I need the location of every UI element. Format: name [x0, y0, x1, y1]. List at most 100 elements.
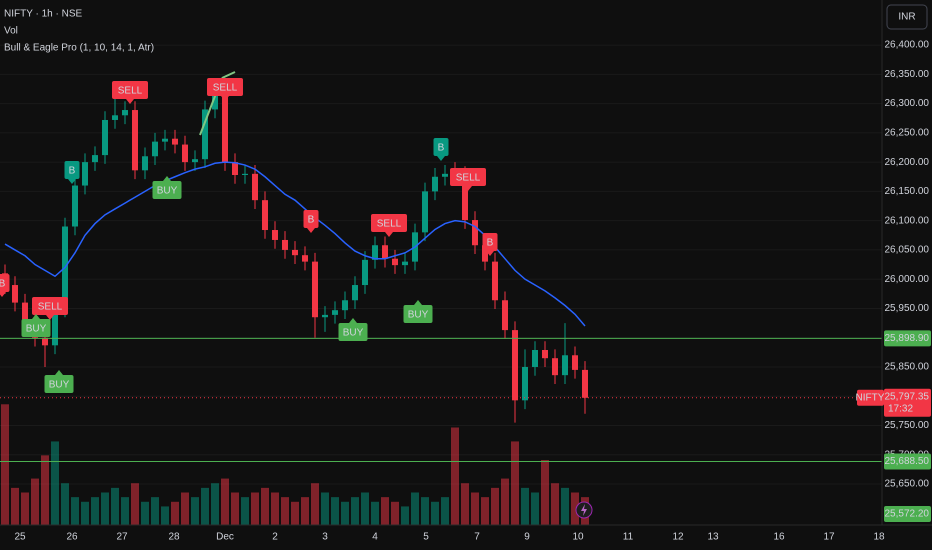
volume-bar: [51, 441, 59, 525]
y-tick-label: 26,150.00: [885, 186, 930, 197]
volume-bar: [251, 492, 259, 525]
volume-bar: [471, 492, 479, 525]
candle-body: [142, 156, 148, 171]
candle-body: [222, 94, 228, 163]
volume-bar: [401, 506, 409, 525]
volume-bar: [121, 497, 129, 525]
volume-bar: [111, 487, 119, 525]
currency-button[interactable]: [886, 4, 928, 30]
candle-body: [272, 230, 278, 240]
volume-bar: [571, 492, 579, 525]
grid: [0, 44, 882, 485]
signal-pointer: [414, 300, 422, 305]
volume-bar: [431, 501, 439, 525]
candle-body: [512, 330, 518, 401]
signal-label: BUY: [26, 324, 47, 335]
candle-body: [392, 258, 398, 266]
signal-label: B: [69, 166, 76, 177]
volume-bar: [551, 483, 559, 525]
volume-bar: [491, 487, 499, 525]
y-tick-label: 26,200.00: [885, 157, 930, 168]
volume-bar: [441, 497, 449, 525]
candle-body: [472, 220, 478, 246]
price-label: 25,898.90: [885, 333, 930, 344]
candle-body: [12, 285, 18, 303]
volume-bar: [61, 483, 69, 525]
candle-body: [382, 245, 388, 259]
volume-bar: [41, 455, 49, 525]
candle-body: [342, 300, 348, 311]
candle-body: [332, 310, 338, 315]
signal-badge: [207, 78, 243, 96]
y-tick-label: 26,050.00: [885, 245, 930, 256]
x-tick-label: 7: [474, 532, 480, 543]
signal-label: SELL: [38, 302, 63, 313]
candle-body: [212, 94, 218, 110]
x-tick-label: 12: [672, 532, 684, 543]
volume-bar: [411, 492, 419, 525]
volume-bar: [161, 506, 169, 525]
candle-body: [372, 245, 378, 260]
overlays: B SELL SELL BUY B SELL B SELL B B SELL BUY BUY BUY BUY: [0, 78, 882, 462]
y-tick-label: 26,000.00: [885, 274, 930, 285]
x-tick-label: 28: [168, 532, 180, 543]
candle-body: [492, 261, 498, 301]
candle-body: [292, 249, 298, 256]
lightning-glyph: [581, 504, 587, 516]
volume-bar: [281, 497, 289, 525]
volume-bar: [271, 492, 279, 525]
volume-bar: [21, 492, 29, 525]
candle-body: [532, 350, 538, 367]
candle-body: [542, 350, 548, 359]
signal-pointer: [126, 99, 134, 104]
volume-bar: [311, 483, 319, 525]
signal-label: BUY: [343, 328, 364, 339]
volume-bar: [381, 497, 389, 525]
candle-body: [72, 185, 78, 227]
candle-body: [352, 285, 358, 301]
volume-bar: [421, 497, 429, 525]
candle-body: [152, 141, 158, 157]
candle-body: [312, 261, 318, 318]
candle-body: [162, 138, 168, 142]
candle-body: [102, 119, 108, 156]
signal-label: BUY: [157, 186, 178, 197]
candle-body: [182, 144, 188, 163]
signal-pointer: [385, 232, 393, 237]
volume-bar: [241, 497, 249, 525]
currency-button-label[interactable]: INR: [898, 12, 915, 23]
volume-bar: [331, 497, 339, 525]
y-tick-label: 26,250.00: [885, 128, 930, 139]
volume-bar: [1, 404, 9, 525]
signal-pointer: [307, 228, 315, 233]
x-tick-label: 10: [572, 532, 584, 543]
volume-bar: [301, 497, 309, 525]
price-label-box: [884, 506, 931, 522]
volume-bar: [11, 487, 19, 525]
candle-body: [282, 239, 288, 250]
signal-label: SELL: [456, 173, 481, 184]
candle-body: [442, 173, 448, 177]
volume-bar: [361, 492, 369, 525]
volume-bar: [231, 492, 239, 525]
x-tick-label: 17: [823, 532, 835, 543]
candle-body: [22, 302, 28, 321]
signal-pointer: [55, 370, 63, 375]
indicator-label: Bull & Eagle Pro (1, 10, 14, 1, Atr): [4, 43, 154, 54]
signal-badge: [482, 233, 498, 251]
signal-label: BUY: [408, 310, 429, 321]
signal-badge: [403, 305, 433, 323]
volume-bar: [181, 492, 189, 525]
candle-body: [562, 355, 568, 376]
candle-body: [262, 200, 268, 231]
volume-bar: [391, 501, 399, 525]
signal-badge: [0, 274, 10, 292]
volume-bar: [291, 501, 299, 525]
price-label: 25,688.50: [885, 456, 930, 467]
volume-bar: [131, 483, 139, 525]
volume-bar: [541, 460, 549, 525]
x-tick-label: 26: [66, 532, 78, 543]
candle-body: [42, 337, 48, 346]
volume-bar: [321, 492, 329, 525]
